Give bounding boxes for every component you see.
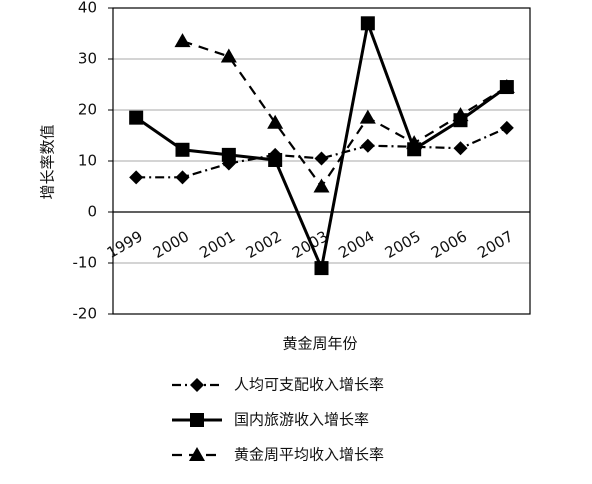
x-tick-label: 2006	[428, 227, 470, 262]
legend-marker	[190, 378, 204, 392]
x-tick-label: 1999	[104, 227, 146, 262]
y-tick-label: 20	[78, 101, 97, 119]
data-point	[314, 151, 329, 166]
legend-marker	[190, 413, 204, 427]
data-point	[453, 141, 468, 156]
x-axis-title: 黄金周年份	[282, 335, 357, 353]
data-point	[129, 110, 144, 125]
data-point	[452, 107, 469, 122]
y-tick-label: 30	[78, 50, 97, 68]
x-tick-label: 2001	[196, 227, 238, 262]
x-tick-label: 2007	[474, 227, 516, 262]
data-point	[360, 138, 375, 153]
data-point	[220, 48, 237, 63]
y-tick-label: -20	[73, 305, 98, 323]
data-point	[268, 152, 283, 167]
y-tick-label: 0	[87, 203, 97, 221]
data-point	[175, 142, 190, 157]
data-point	[267, 114, 284, 129]
data-point	[175, 170, 190, 185]
data-point	[360, 16, 375, 31]
y-tick-label: 40	[78, 0, 97, 17]
data-point	[499, 120, 514, 135]
y-axis-title: 增长率数值	[39, 124, 57, 199]
x-tick-label: 2000	[150, 227, 192, 262]
data-point	[221, 147, 236, 162]
data-point	[313, 178, 330, 193]
plot-frame	[112, 7, 531, 315]
data-point	[359, 109, 376, 124]
data-point	[498, 79, 515, 94]
legend-label: 黄金周平均收入增长率	[234, 446, 384, 464]
legend-label: 国内旅游收入增长率	[234, 411, 369, 429]
y-tick-label: -10	[73, 254, 98, 272]
legend-marker	[189, 447, 205, 461]
legend-label: 人均可支配收入增长率	[234, 376, 384, 394]
y-tick-label: 10	[78, 152, 97, 170]
x-tick-label: 2005	[382, 227, 424, 262]
data-point	[314, 261, 329, 276]
data-point	[174, 33, 191, 48]
x-tick-label: 2004	[335, 227, 377, 262]
data-point	[406, 135, 423, 150]
x-tick-label: 2002	[243, 227, 285, 262]
data-point	[129, 170, 144, 185]
series-line	[136, 126, 508, 179]
